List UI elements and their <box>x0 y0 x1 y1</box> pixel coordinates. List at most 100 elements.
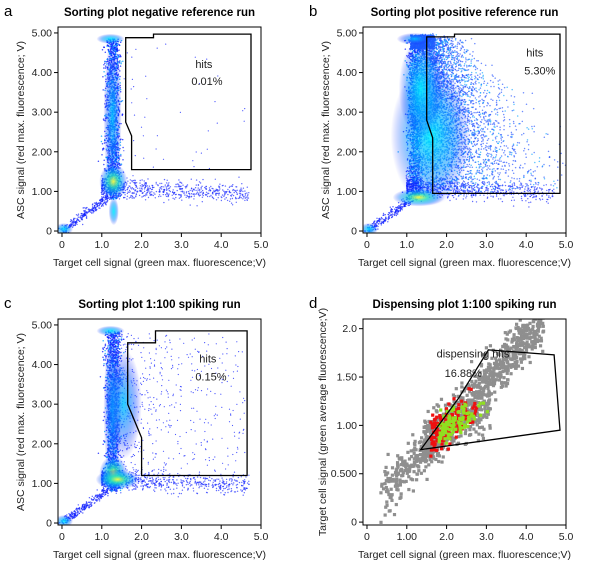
data-point <box>141 186 143 188</box>
data-point <box>96 205 99 208</box>
data-point <box>73 217 75 220</box>
data-point <box>185 187 187 189</box>
panel-title: Sorting plot negative reference run <box>64 7 255 19</box>
data-point <box>471 196 473 198</box>
data-point <box>229 200 231 202</box>
data-point <box>141 188 143 190</box>
data-point <box>216 189 218 192</box>
data-point <box>100 202 102 204</box>
x-tick-label: 4.0 <box>214 239 229 251</box>
data-point <box>549 197 552 199</box>
data-point <box>195 179 198 181</box>
data-point <box>181 187 183 190</box>
data-point <box>450 51 453 53</box>
data-point <box>159 187 161 189</box>
data-point <box>126 195 129 197</box>
data-point <box>226 199 229 202</box>
data-point <box>148 189 150 191</box>
x-tick-label: 2.0 <box>134 239 149 251</box>
data-point <box>223 190 225 192</box>
data-point <box>198 190 201 192</box>
data-point <box>495 140 498 143</box>
data-point <box>230 195 233 197</box>
data-point <box>527 190 529 192</box>
data-point <box>212 197 215 200</box>
data-point <box>200 186 202 189</box>
data-point <box>528 201 530 204</box>
data-point <box>528 179 531 182</box>
data-point <box>218 192 220 194</box>
data-point <box>128 197 131 199</box>
data-point <box>135 184 137 187</box>
data-point <box>126 192 129 195</box>
data-point <box>390 208 392 211</box>
data-point <box>381 221 383 223</box>
data-point <box>536 187 539 189</box>
data-point <box>235 191 238 194</box>
data-point <box>534 188 536 191</box>
data-point <box>231 197 234 200</box>
data-point <box>463 68 466 70</box>
data-point <box>205 194 207 196</box>
data-point <box>83 215 85 217</box>
data-point <box>141 196 143 198</box>
data-point <box>195 184 197 186</box>
data-point <box>149 187 151 190</box>
data-point <box>90 211 92 213</box>
data-point <box>500 135 503 137</box>
data-point <box>87 208 90 210</box>
data-point <box>143 183 146 185</box>
data-point <box>83 210 86 213</box>
data-point <box>510 185 513 188</box>
data-point <box>145 184 147 186</box>
data-point <box>135 182 138 184</box>
data-point <box>199 194 202 196</box>
data-point <box>159 191 161 193</box>
data-point <box>167 188 170 190</box>
data-point <box>465 177 467 180</box>
data-point <box>380 224 382 226</box>
y-tick-label: 3.00 <box>32 107 53 119</box>
data-point <box>514 188 516 190</box>
data-point <box>120 62 122 65</box>
data-point <box>123 78 125 80</box>
data-point <box>133 114 136 116</box>
data-point <box>200 152 202 154</box>
data-point <box>83 207 85 209</box>
data-point <box>201 196 204 198</box>
plot-frame <box>57 26 262 234</box>
data-point <box>492 196 494 198</box>
data-point <box>148 185 151 187</box>
data-point <box>238 192 241 194</box>
data-point <box>161 186 163 188</box>
data-point <box>241 183 243 185</box>
data-point <box>93 202 96 204</box>
data-point <box>381 218 383 220</box>
data-point <box>491 186 494 188</box>
data-point <box>205 185 207 188</box>
data-point <box>91 212 93 214</box>
data-point <box>244 190 246 192</box>
data-point <box>402 206 404 208</box>
data-point <box>141 179 143 181</box>
data-point <box>190 178 192 180</box>
data-point <box>175 183 177 186</box>
data-point <box>103 70 105 73</box>
data-point <box>145 193 147 195</box>
data-point <box>97 160 100 163</box>
data-point <box>403 205 406 207</box>
data-point <box>449 199 451 202</box>
data-point <box>242 195 244 197</box>
data-point <box>487 147 490 149</box>
data-point <box>86 211 88 213</box>
data-point <box>242 190 244 193</box>
data-point <box>201 201 203 203</box>
data-point <box>530 194 533 197</box>
data-point <box>169 186 172 188</box>
data-point <box>198 83 201 85</box>
data-point <box>232 189 234 192</box>
data-point <box>494 190 496 192</box>
data-point <box>488 153 490 155</box>
data-point <box>165 186 167 188</box>
data-point <box>168 189 170 192</box>
